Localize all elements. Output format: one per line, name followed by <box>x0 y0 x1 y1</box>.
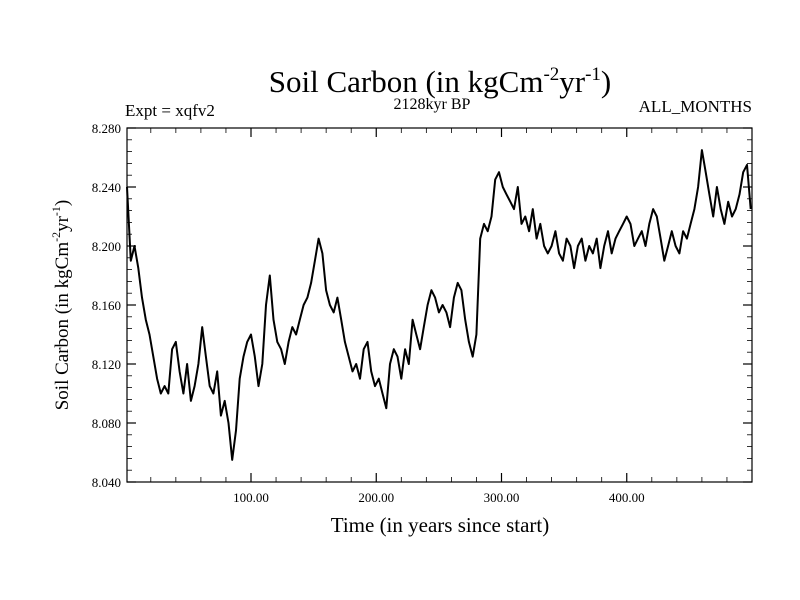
y-tick-label: 8.200 <box>92 239 121 254</box>
y-tick-label: 8.240 <box>92 180 121 195</box>
x-tick-label: 300.00 <box>484 490 520 505</box>
months-label: ALL_MONTHS <box>639 97 752 116</box>
experiment-label: Expt = xqfv2 <box>125 101 215 120</box>
chart-title: Soil Carbon (in kgCm-2yr-1) <box>269 64 612 99</box>
plot-frame <box>126 127 753 483</box>
x-tick-label: 400.00 <box>609 490 645 505</box>
major-ticks <box>127 127 752 483</box>
y-axis-tick-labels: 8.040 8.080 8.120 8.160 8.200 8.240 8.28… <box>92 121 121 490</box>
y-tick-label: 8.120 <box>92 357 121 372</box>
y-tick-label: 8.080 <box>92 416 121 431</box>
x-tick-label: 100.00 <box>233 490 269 505</box>
y-tick-label: 8.160 <box>92 298 121 313</box>
y-tick-label: 8.040 <box>92 475 121 490</box>
x-tick-label: 200.00 <box>358 490 394 505</box>
y-tick-label: 8.280 <box>92 121 121 136</box>
y-axis-label: Soil Carbon (in kgCm-2yr-1) <box>49 200 73 411</box>
x-axis-label: Time (in years since start) <box>331 513 550 537</box>
x-axis-tick-labels: 100.00 200.00 300.00 400.00 <box>233 490 645 505</box>
minor-ticks <box>127 128 752 482</box>
soil-carbon-series-line <box>126 149 752 461</box>
subtitle: 2128kyr BP <box>394 96 471 113</box>
